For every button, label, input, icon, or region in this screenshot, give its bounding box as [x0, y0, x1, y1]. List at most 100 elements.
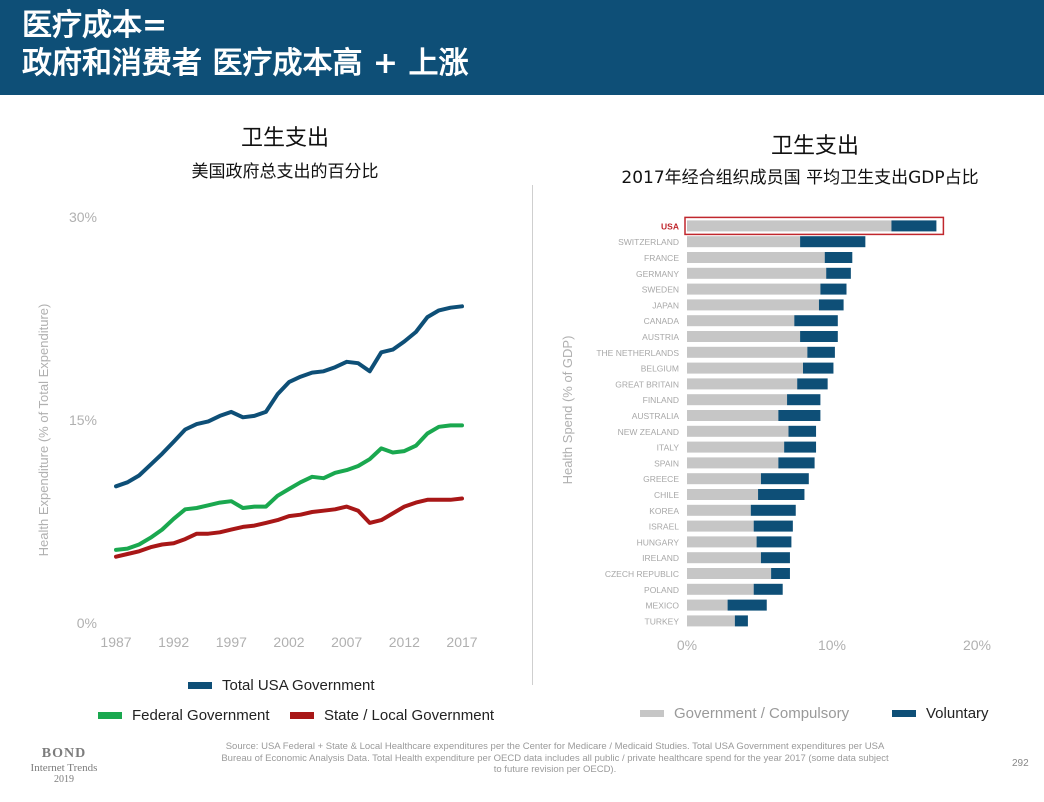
bond-logo-text: BOND: [41, 746, 87, 761]
bar-government: [687, 568, 772, 579]
bar-voluntary: [760, 473, 809, 485]
bar-voluntary: [758, 489, 805, 500]
bar-government: [687, 489, 759, 500]
bar-government: [687, 615, 735, 627]
chart-divider: [532, 185, 533, 685]
category-label: IRELAND: [642, 553, 679, 563]
bar-voluntary: [771, 568, 790, 579]
bar-government: [687, 536, 757, 548]
right-chart-subtitle: 2017年经合组织成员国 平均卫生支出GDP占比: [621, 168, 979, 188]
line-chart: 0% 15% 30% 1987 1992 1997 2002 2007 2012 2017 Heal…: [36, 209, 478, 650]
bar-voluntary: [820, 283, 847, 295]
category-label: THE NETHERLANDS: [596, 348, 679, 358]
category-label: CANADA: [644, 316, 680, 326]
y-tick-label: 15%: [69, 412, 97, 428]
page-number: 292: [1012, 758, 1029, 769]
bar-government: [687, 362, 803, 374]
category-label: FINLAND: [643, 395, 679, 405]
x-tick-label: 2002: [273, 634, 304, 650]
legend-swatch-government: [640, 710, 664, 717]
slide-title-line-2: 政府和消费者 医疗成本高 + 上涨: [22, 46, 469, 81]
bar-voluntary: [803, 362, 834, 374]
legend-federal: Federal Government: [98, 707, 270, 724]
category-label: ISRAEL: [649, 522, 680, 532]
legend-swatch-voluntary: [892, 710, 916, 717]
bar-government: [687, 504, 751, 516]
bar-government: [687, 252, 825, 263]
category-label: JAPAN: [652, 300, 679, 310]
legend-label-federal: Federal Government: [132, 707, 270, 724]
legend-label-total: Total USA Government: [222, 677, 375, 694]
x-tick-label: 1992: [158, 634, 189, 650]
category-label: TURKEY: [645, 616, 680, 626]
category-label: CHILE: [654, 490, 679, 500]
bar-government: [687, 520, 754, 532]
bar-government: [687, 473, 761, 485]
x-tick-label: 2012: [389, 634, 420, 650]
category-label: POLAND: [644, 585, 679, 595]
bar-government: [687, 346, 808, 358]
bar-government: [687, 267, 827, 279]
bar-voluntary: [734, 615, 748, 627]
bar-voluntary: [727, 599, 767, 611]
bar-government: [687, 331, 801, 342]
bar-voluntary: [800, 331, 838, 342]
bond-logo: BOND Internet Trends 2019: [18, 746, 110, 785]
legend-label-voluntary: Voluntary: [926, 705, 989, 722]
category-label: SPAIN: [654, 458, 679, 468]
bar-voluntary: [797, 378, 828, 390]
category-label: ITALY: [657, 443, 680, 453]
category-label: MEXICO: [645, 601, 679, 611]
bar-voluntary: [824, 252, 853, 263]
category-label: SWITZERLAND: [618, 237, 679, 247]
x-tick-label: 1987: [100, 634, 131, 650]
category-label: FRANCE: [644, 253, 679, 263]
bar-voluntary: [794, 315, 838, 327]
bar-government: [687, 220, 892, 232]
bar-government: [687, 378, 798, 390]
header-banner: 医疗成本= 政府和消费者 医疗成本高 + 上涨: [0, 0, 1044, 95]
y-axis-title: Health Expenditure (% of Total Expenditu…: [36, 304, 51, 557]
series-line-1: [114, 423, 464, 552]
x-tick-label: 1997: [216, 634, 247, 650]
left-chart-title: 卫生支出: [240, 126, 329, 151]
x-tick-label: 10%: [818, 637, 846, 653]
bar-voluntary: [826, 267, 851, 279]
bond-logo-year: 2019: [54, 774, 74, 785]
bar-voluntary: [891, 220, 937, 232]
legend-swatch-state: [290, 712, 314, 719]
category-label: CZECH REPUBLIC: [605, 569, 679, 579]
bar-government: [687, 599, 728, 611]
legend-label-state: State / Local Government: [324, 707, 495, 724]
category-label: SWEDEN: [642, 285, 679, 295]
bar-government: [687, 457, 779, 469]
bar-voluntary: [750, 504, 796, 516]
bar-government: [687, 552, 761, 564]
bar-voluntary: [788, 425, 817, 437]
bar-voluntary: [753, 583, 783, 595]
right-chart-title: 卫生支出: [770, 134, 859, 159]
category-label: GREAT BRITAIN: [615, 379, 679, 389]
bar-voluntary: [807, 346, 835, 358]
bar-voluntary: [784, 441, 817, 453]
legend-swatch-total: [188, 682, 212, 689]
y-tick-label: 30%: [69, 209, 97, 225]
series-line-2: [114, 496, 464, 559]
legend-label-government: Government / Compulsory: [674, 705, 850, 722]
source-note: Source: USA Federal + State & Local Heal…: [221, 741, 889, 775]
y-tick-label: 0%: [77, 615, 97, 631]
legend-government-compulsory: Government / Compulsory: [640, 705, 849, 722]
bar-government: [687, 394, 788, 406]
x-tick-label: 2017: [446, 634, 477, 650]
category-label: USA: [661, 221, 679, 231]
bar-government: [687, 425, 789, 437]
x-tick-label: 20%: [963, 637, 991, 653]
left-chart-subtitle: 美国政府总支出的百分比: [191, 162, 379, 182]
bar-voluntary: [778, 410, 821, 421]
bar-voluntary: [818, 299, 844, 311]
bar-voluntary: [800, 236, 866, 248]
legend-swatch-federal: [98, 712, 122, 719]
bar-voluntary: [756, 536, 792, 548]
bar-voluntary: [787, 394, 821, 406]
bar-government: [687, 299, 819, 311]
